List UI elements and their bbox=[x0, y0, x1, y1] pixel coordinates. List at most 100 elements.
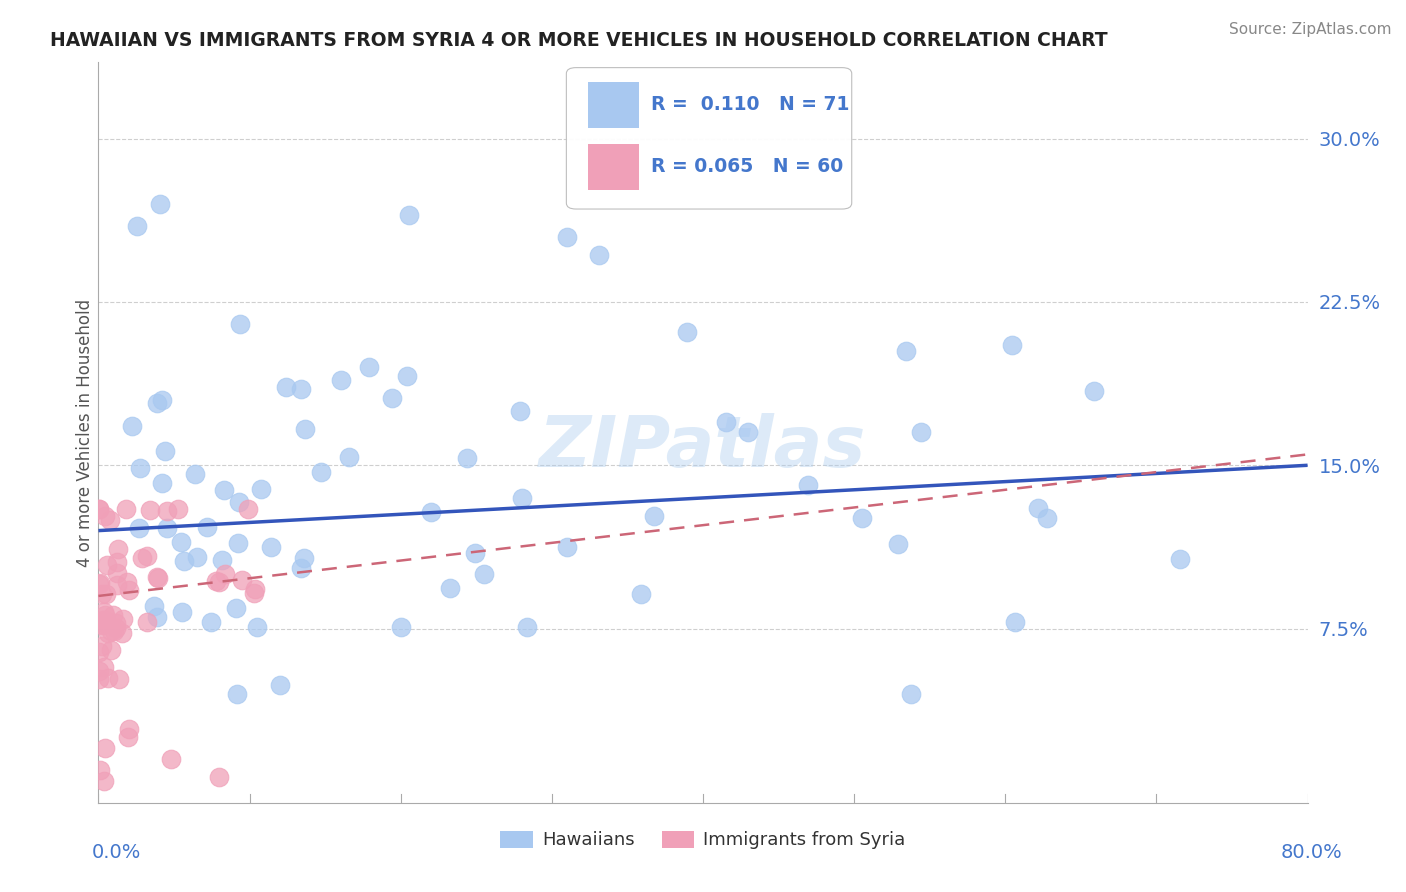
Text: HAWAIIAN VS IMMIGRANTS FROM SYRIA 4 OR MORE VEHICLES IN HOUSEHOLD CORRELATION CH: HAWAIIAN VS IMMIGRANTS FROM SYRIA 4 OR M… bbox=[51, 30, 1108, 50]
Point bbox=[150, 475, 173, 490]
Point bbox=[93, 607, 115, 622]
Point bbox=[89, 576, 111, 591]
Point bbox=[1036, 511, 1059, 525]
Point bbox=[103, 607, 125, 622]
Point bbox=[142, 599, 165, 614]
Point bbox=[118, 582, 141, 597]
Point bbox=[91, 613, 114, 627]
Point bbox=[160, 752, 183, 766]
Point bbox=[357, 360, 380, 375]
Point bbox=[205, 574, 228, 589]
Point bbox=[211, 553, 233, 567]
Point bbox=[195, 519, 218, 533]
Point bbox=[1004, 615, 1026, 630]
Point bbox=[107, 541, 129, 556]
Point bbox=[246, 620, 269, 634]
Point bbox=[146, 395, 169, 409]
FancyBboxPatch shape bbox=[567, 68, 852, 209]
Point bbox=[93, 508, 115, 523]
Text: 0.0%: 0.0% bbox=[91, 843, 141, 862]
Point bbox=[105, 555, 128, 569]
Point bbox=[381, 391, 404, 405]
Point bbox=[456, 451, 478, 466]
Point bbox=[294, 422, 316, 436]
Point bbox=[887, 537, 910, 551]
Point bbox=[420, 505, 443, 519]
Point bbox=[226, 536, 249, 550]
Point bbox=[737, 425, 759, 439]
Point bbox=[630, 587, 652, 601]
Point bbox=[100, 643, 122, 657]
Point bbox=[173, 554, 195, 568]
Point bbox=[851, 510, 873, 524]
Point bbox=[395, 369, 418, 384]
Point bbox=[389, 620, 412, 634]
Text: R = 0.065   N = 60: R = 0.065 N = 60 bbox=[651, 157, 844, 176]
Point bbox=[228, 495, 250, 509]
Point bbox=[146, 571, 169, 585]
Point bbox=[105, 621, 128, 635]
Point bbox=[150, 392, 173, 407]
Point bbox=[105, 616, 128, 631]
Point bbox=[91, 617, 114, 632]
Point bbox=[166, 501, 188, 516]
Point bbox=[243, 582, 266, 596]
Point bbox=[439, 581, 461, 595]
Point bbox=[588, 248, 610, 262]
FancyBboxPatch shape bbox=[588, 144, 638, 190]
Point bbox=[87, 645, 110, 659]
Point bbox=[89, 763, 111, 777]
Point bbox=[186, 550, 208, 565]
Point bbox=[200, 615, 222, 629]
Point bbox=[225, 601, 247, 615]
Point bbox=[91, 617, 114, 632]
Point bbox=[330, 373, 353, 387]
Point bbox=[269, 678, 291, 692]
Point bbox=[228, 317, 250, 331]
Point bbox=[97, 671, 120, 685]
Point bbox=[555, 229, 578, 244]
Point bbox=[797, 477, 820, 491]
Point bbox=[87, 577, 110, 591]
Point bbox=[156, 521, 179, 535]
Point bbox=[129, 460, 152, 475]
Point bbox=[900, 687, 922, 701]
Point bbox=[89, 664, 111, 678]
Point bbox=[136, 615, 159, 629]
Text: R =  0.110   N = 71: R = 0.110 N = 71 bbox=[651, 95, 849, 114]
Point bbox=[153, 444, 176, 458]
Point bbox=[337, 450, 360, 464]
Point bbox=[555, 540, 578, 554]
Point bbox=[103, 624, 125, 638]
Point bbox=[1168, 552, 1191, 566]
Point bbox=[87, 501, 110, 516]
Point bbox=[90, 639, 112, 653]
Point bbox=[910, 425, 932, 439]
Point bbox=[464, 546, 486, 560]
Point bbox=[117, 574, 139, 589]
Y-axis label: 4 or more Vehicles in Household: 4 or more Vehicles in Household bbox=[76, 299, 94, 566]
Point bbox=[309, 465, 332, 479]
Point bbox=[1001, 338, 1024, 352]
Point bbox=[111, 625, 134, 640]
Point bbox=[260, 540, 283, 554]
Point bbox=[250, 482, 273, 496]
Point bbox=[184, 467, 207, 481]
Point bbox=[516, 620, 538, 634]
Point bbox=[128, 520, 150, 534]
Point bbox=[87, 501, 110, 516]
Point bbox=[236, 501, 259, 516]
Point bbox=[156, 504, 179, 518]
Point bbox=[117, 731, 139, 745]
Point bbox=[96, 558, 118, 572]
Text: Source: ZipAtlas.com: Source: ZipAtlas.com bbox=[1229, 22, 1392, 37]
Point bbox=[93, 605, 115, 619]
Point bbox=[93, 659, 115, 673]
Point bbox=[131, 550, 153, 565]
Point bbox=[894, 344, 917, 359]
Point bbox=[208, 574, 231, 589]
Point bbox=[226, 687, 249, 701]
Point bbox=[93, 774, 115, 789]
Point bbox=[1083, 384, 1105, 399]
Point bbox=[105, 566, 128, 580]
